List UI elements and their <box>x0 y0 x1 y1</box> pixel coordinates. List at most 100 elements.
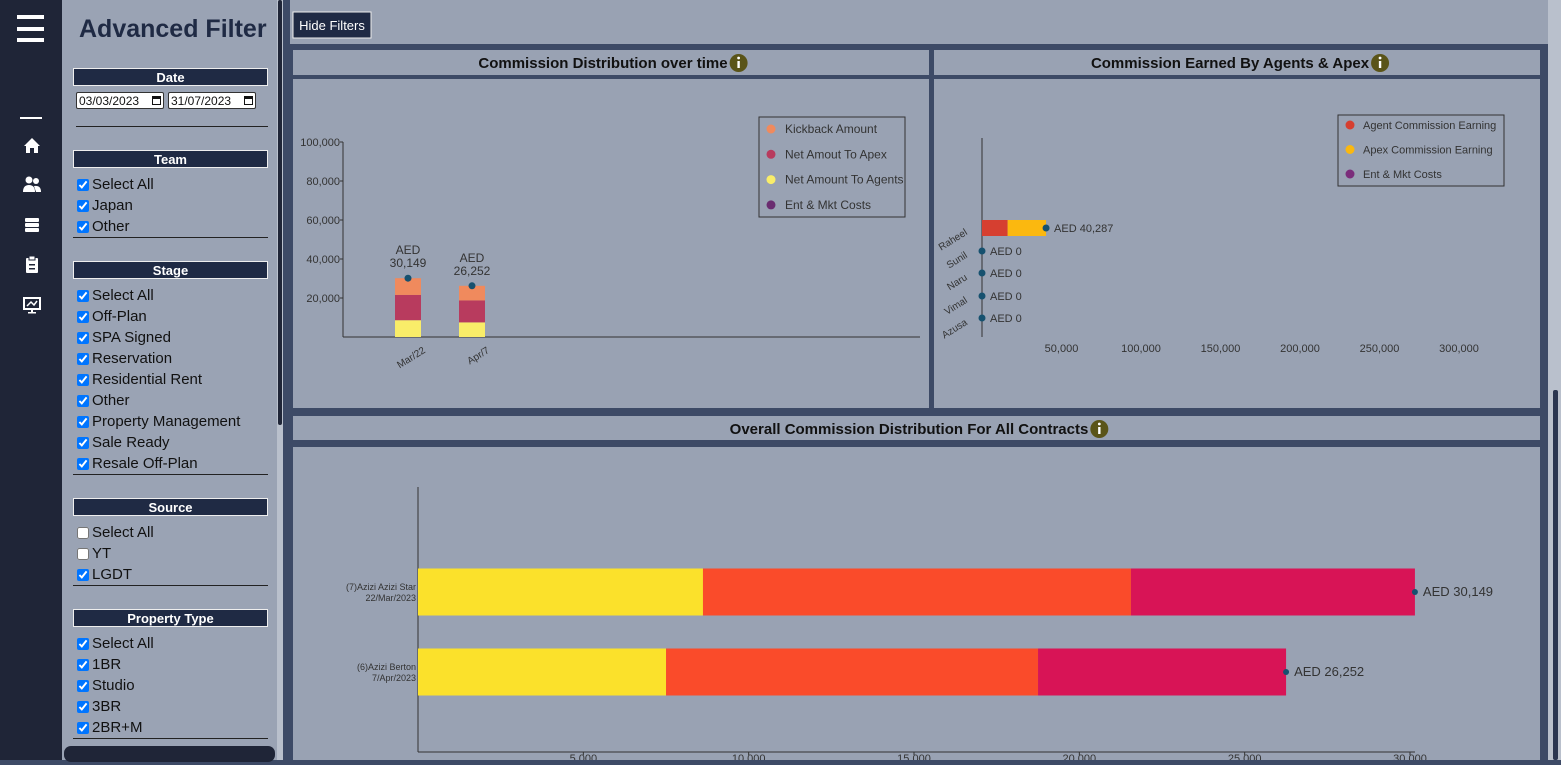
panel-header <box>293 416 1540 440</box>
checkbox-item[interactable]: Other <box>73 390 268 411</box>
bar-segment <box>418 568 703 616</box>
section-heading: Stage <box>73 261 268 279</box>
info-icon[interactable] <box>729 54 748 72</box>
checkbox-item[interactable]: Other <box>73 216 268 237</box>
date-input[interactable]: 03/03/2023 <box>76 92 164 109</box>
checkbox-item[interactable]: Japan <box>73 195 268 216</box>
total-label: AED 0 <box>990 291 1022 303</box>
home-icon[interactable] <box>24 138 40 153</box>
checkbox-item[interactable]: 2BR+M <box>73 717 268 738</box>
info-icon[interactable] <box>1371 54 1390 72</box>
checkbox[interactable] <box>77 637 89 650</box>
checkbox[interactable] <box>77 310 89 323</box>
bar-segment <box>395 278 421 295</box>
label-line: AED <box>460 251 485 265</box>
checkbox-item[interactable]: Sale Ready <box>73 432 268 453</box>
checkbox-item[interactable]: YT <box>73 543 268 564</box>
bar-segment <box>459 322 485 337</box>
info-icon[interactable] <box>1090 420 1109 438</box>
chart-title: Commission Earned By Agents & Apex <box>1091 55 1370 72</box>
checkbox[interactable] <box>77 721 89 734</box>
checkbox[interactable] <box>77 373 89 386</box>
checkbox-item[interactable]: Select All <box>73 633 268 654</box>
filter-section: Team Select All Japan Other <box>73 127 268 238</box>
users-icon[interactable] <box>23 176 41 193</box>
date-value: 03/03/2023 <box>79 94 140 108</box>
checkbox-item[interactable]: Select All <box>73 174 268 195</box>
checkbox-item[interactable]: Resale Off-Plan <box>73 453 268 474</box>
label-line: AED <box>396 243 421 257</box>
checkbox-label: LGDT <box>92 566 133 583</box>
nav-bar <box>0 0 62 760</box>
checkbox-item[interactable]: Residential Rent <box>73 369 268 390</box>
x-tick-label: 150,000 <box>1201 343 1241 355</box>
y-tick-label: 40,000 <box>306 254 340 266</box>
checkbox[interactable] <box>77 199 89 212</box>
checkbox-item[interactable]: Off-Plan <box>73 306 268 327</box>
y-tick-label: 60,000 <box>306 215 340 227</box>
total-label: AED 0 <box>990 268 1022 280</box>
checkbox[interactable] <box>77 526 89 539</box>
legend-swatch <box>766 149 776 159</box>
scroll-bar[interactable] <box>64 746 275 762</box>
server-icon[interactable] <box>25 218 39 232</box>
bar-segment <box>1038 648 1287 696</box>
legend-label: Apex Commission Earning <box>1363 145 1493 157</box>
checkbox[interactable] <box>77 415 89 428</box>
checkbox-item[interactable]: Reservation <box>73 348 268 369</box>
x-tick-label: 300,000 <box>1439 343 1479 355</box>
total-marker <box>1042 224 1050 232</box>
chart-icon[interactable] <box>23 297 41 314</box>
scroll-thumb[interactable] <box>1553 390 1558 760</box>
total-marker <box>404 274 412 282</box>
checkbox-item[interactable]: Studio <box>73 675 268 696</box>
checkbox-label: Other <box>92 218 130 235</box>
x-tick-label: 250,000 <box>1360 343 1400 355</box>
checkbox[interactable] <box>77 436 89 449</box>
x-tick-label: 5,000 <box>570 753 598 760</box>
legend-label: Net Amount To Agents <box>785 173 904 187</box>
y-tick-label: 80,000 <box>306 176 340 188</box>
checkbox-list: Select All Japan Other <box>73 174 268 237</box>
x-tick-label: 100,000 <box>1121 343 1161 355</box>
total-label: AED 30,149 <box>390 243 427 270</box>
checkbox[interactable] <box>77 568 89 581</box>
scroll-thumb[interactable] <box>278 0 282 425</box>
checkbox[interactable] <box>77 352 89 365</box>
legend-box <box>758 116 906 218</box>
checkbox-item[interactable]: Property Management <box>73 411 268 432</box>
total-marker <box>978 292 986 300</box>
panel <box>293 79 929 408</box>
checkbox[interactable] <box>77 547 89 560</box>
checkbox[interactable] <box>77 457 89 470</box>
checkbox[interactable] <box>77 289 89 302</box>
date-input[interactable]: 31/07/2023 <box>168 92 256 109</box>
legend-swatch <box>1345 169 1355 179</box>
checkbox-label: Select All <box>92 635 154 652</box>
x-tick-label: 15,000 <box>897 753 931 760</box>
label-line: 26,252 <box>454 264 491 278</box>
checkbox-list: Select All 1BR Studio 3BR 2BR+M <box>73 633 268 738</box>
checkbox[interactable] <box>77 700 89 713</box>
x-tick-label: 10,000 <box>732 753 766 760</box>
legend-swatch <box>1345 145 1355 154</box>
checkbox[interactable] <box>77 331 89 344</box>
menu-icon[interactable] <box>17 15 44 42</box>
checkbox[interactable] <box>77 394 89 407</box>
checkbox-item[interactable]: LGDT <box>73 564 268 585</box>
info-dot <box>737 56 741 60</box>
clipboard-icon[interactable] <box>26 255 38 273</box>
checkbox-item[interactable]: Select All <box>73 522 268 543</box>
checkbox[interactable] <box>77 679 89 692</box>
bar-segment <box>459 285 485 301</box>
checkbox-label: SPA Signed <box>92 329 171 346</box>
checkbox-item[interactable]: 3BR <box>73 696 268 717</box>
checkbox[interactable] <box>77 220 89 233</box>
checkbox[interactable] <box>77 658 89 671</box>
checkbox[interactable] <box>77 178 89 191</box>
hide-filters-button[interactable]: Hide Filters <box>292 11 372 39</box>
checkbox-item[interactable]: Select All <box>73 285 268 306</box>
checkbox-item[interactable]: 1BR <box>73 654 268 675</box>
checkbox-item[interactable]: SPA Signed <box>73 327 268 348</box>
filter-title: Advanced Filter <box>79 15 267 43</box>
